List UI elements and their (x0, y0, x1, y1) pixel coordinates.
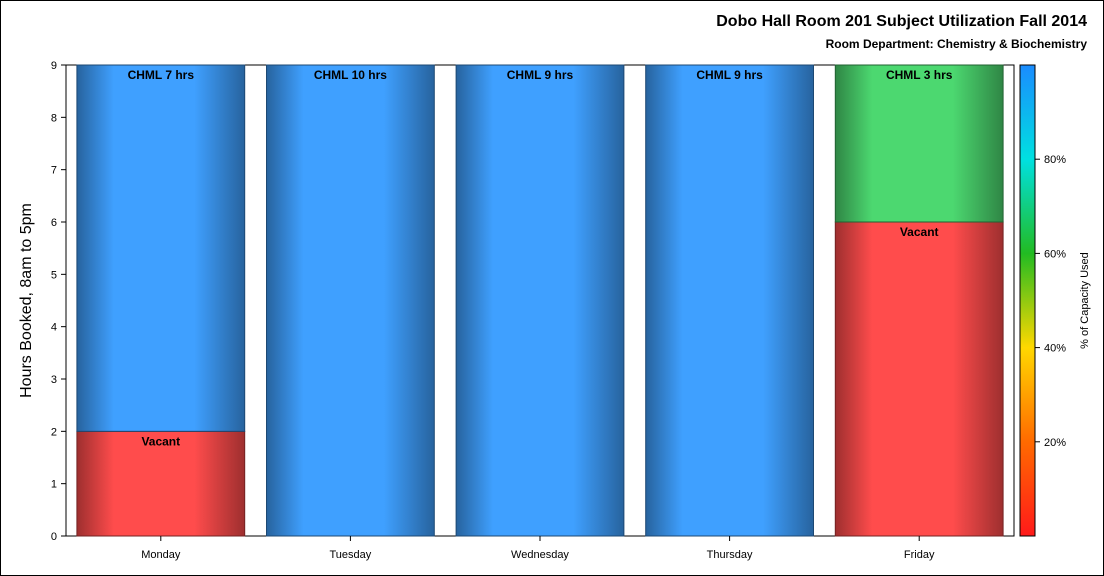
bar-segment (645, 64, 814, 537)
bar-segment-label: CHML 10 hrs (314, 68, 387, 82)
x-tick-label: Friday (904, 549, 935, 561)
bar-wednesday: CHML 9 hrs (455, 64, 625, 537)
x-tick-label: Monday (141, 549, 181, 561)
bar-segment (266, 64, 435, 537)
y-tick-label: 2 (51, 426, 57, 438)
x-tick-label: Wednesday (511, 549, 569, 561)
bar-segment-label: CHML 9 hrs (696, 68, 763, 82)
chart-title: Dobo Hall Room 201 Subject Utilization F… (716, 13, 1087, 30)
bar-segment (834, 64, 1004, 223)
colorbar-tick-label: 20% (1044, 437, 1066, 449)
colorbar-scale (1019, 64, 1036, 537)
bar-tuesday: CHML 10 hrs (266, 64, 435, 537)
bar-segment (76, 430, 246, 537)
y-tick-label: 3 (51, 374, 57, 386)
colorbar-tick-label: 80% (1044, 154, 1066, 166)
bar-segment (455, 64, 625, 537)
chart-subtitle: Room Department: Chemistry & Biochemistr… (825, 37, 1087, 51)
bar-segment (834, 221, 1004, 537)
bar-thursday: CHML 9 hrs (645, 64, 814, 537)
bar-segment-label: CHML 3 hrs (886, 68, 953, 82)
bar-segment (76, 64, 246, 432)
colorbar-tick-label: 40% (1044, 343, 1066, 355)
colorbar-tick-label: 60% (1044, 248, 1066, 260)
bars-layer: Vacant CHML 7 hrs CHML 10 hrs CHML 9 hrs CHM… (76, 64, 1004, 537)
y-tick-label: 8 (51, 112, 57, 124)
bar-monday: Vacant CHML 7 hrs (76, 64, 246, 537)
y-tick-label: 7 (51, 165, 57, 177)
x-tick-label: Thursday (707, 549, 753, 561)
y-tick-label: 4 (51, 322, 57, 334)
colorbar-label: % of Capacity Used (1079, 252, 1091, 349)
x-tick-label: Tuesday (330, 549, 372, 561)
bar-segment-label: CHML 7 hrs (128, 68, 195, 82)
y-tick-label: 1 (51, 479, 57, 491)
y-tick-label: 6 (51, 217, 57, 229)
bar-segment-label: Vacant (900, 225, 939, 239)
bar-segment-label: CHML 9 hrs (507, 68, 574, 82)
colorbar: 20% 40% 60% 80% % of Capacity Used (1019, 64, 1091, 537)
y-tick-label: 9 (51, 60, 57, 72)
y-tick-label: 0 (51, 531, 57, 543)
bar-segment-label: Vacant (141, 434, 180, 448)
bar-friday: Vacant CHML 3 hrs (834, 64, 1004, 537)
y-axis-label: Hours Booked, 8am to 5pm (18, 203, 35, 398)
y-tick-label: 5 (51, 269, 57, 281)
axis-layer: Monday Tuesday Wednesday Thursday Friday 0 1 2 3… (18, 60, 935, 561)
